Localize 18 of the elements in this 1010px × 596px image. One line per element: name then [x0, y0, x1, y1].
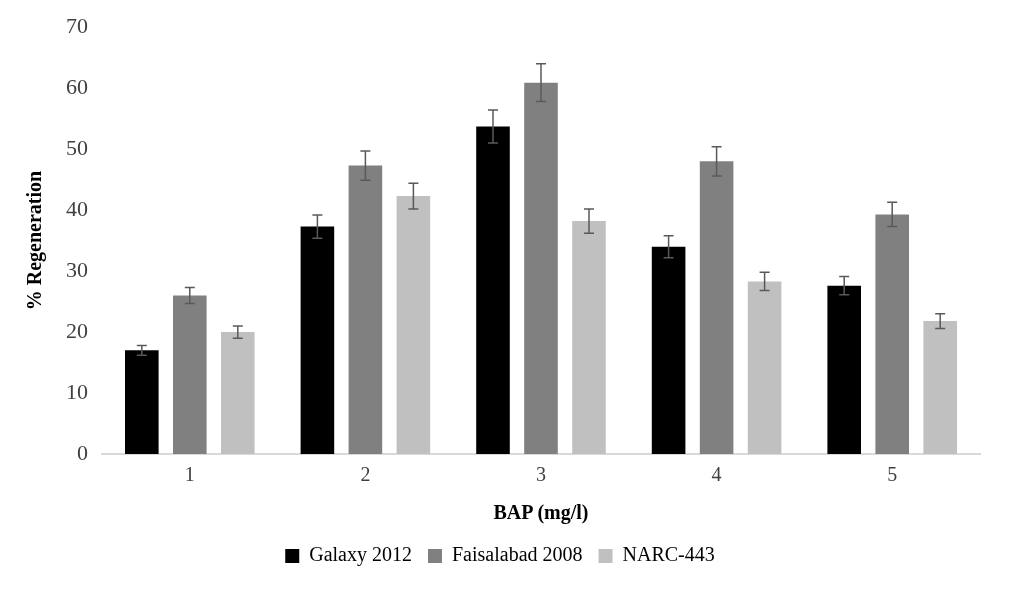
y-tick-label: 70 [66, 12, 88, 38]
legend-label: Galaxy 2012 [309, 543, 413, 567]
legend-label: NARC-443 [622, 543, 715, 566]
y-tick-label: 0 [77, 439, 88, 465]
x-tick-label: 5 [887, 463, 898, 486]
x-tick-label: 3 [536, 463, 546, 486]
legend-label: Faisalabad 2008 [452, 543, 583, 566]
x-axis-title: BAP (mg/l) [493, 501, 589, 525]
x-tick-label: 2 [360, 463, 371, 486]
y-tick-label: 60 [66, 73, 88, 99]
x-tick-label: 1 [184, 463, 195, 486]
y-axis-title: % Regeneration [23, 170, 47, 311]
y-tick-label: 20 [66, 317, 88, 343]
x-tick-label: 4 [711, 463, 722, 486]
y-tick-label: 10 [66, 378, 88, 404]
y-tick-label: 50 [66, 134, 88, 160]
y-tick-label: 40 [66, 195, 88, 221]
y-tick-label: 30 [66, 256, 88, 282]
